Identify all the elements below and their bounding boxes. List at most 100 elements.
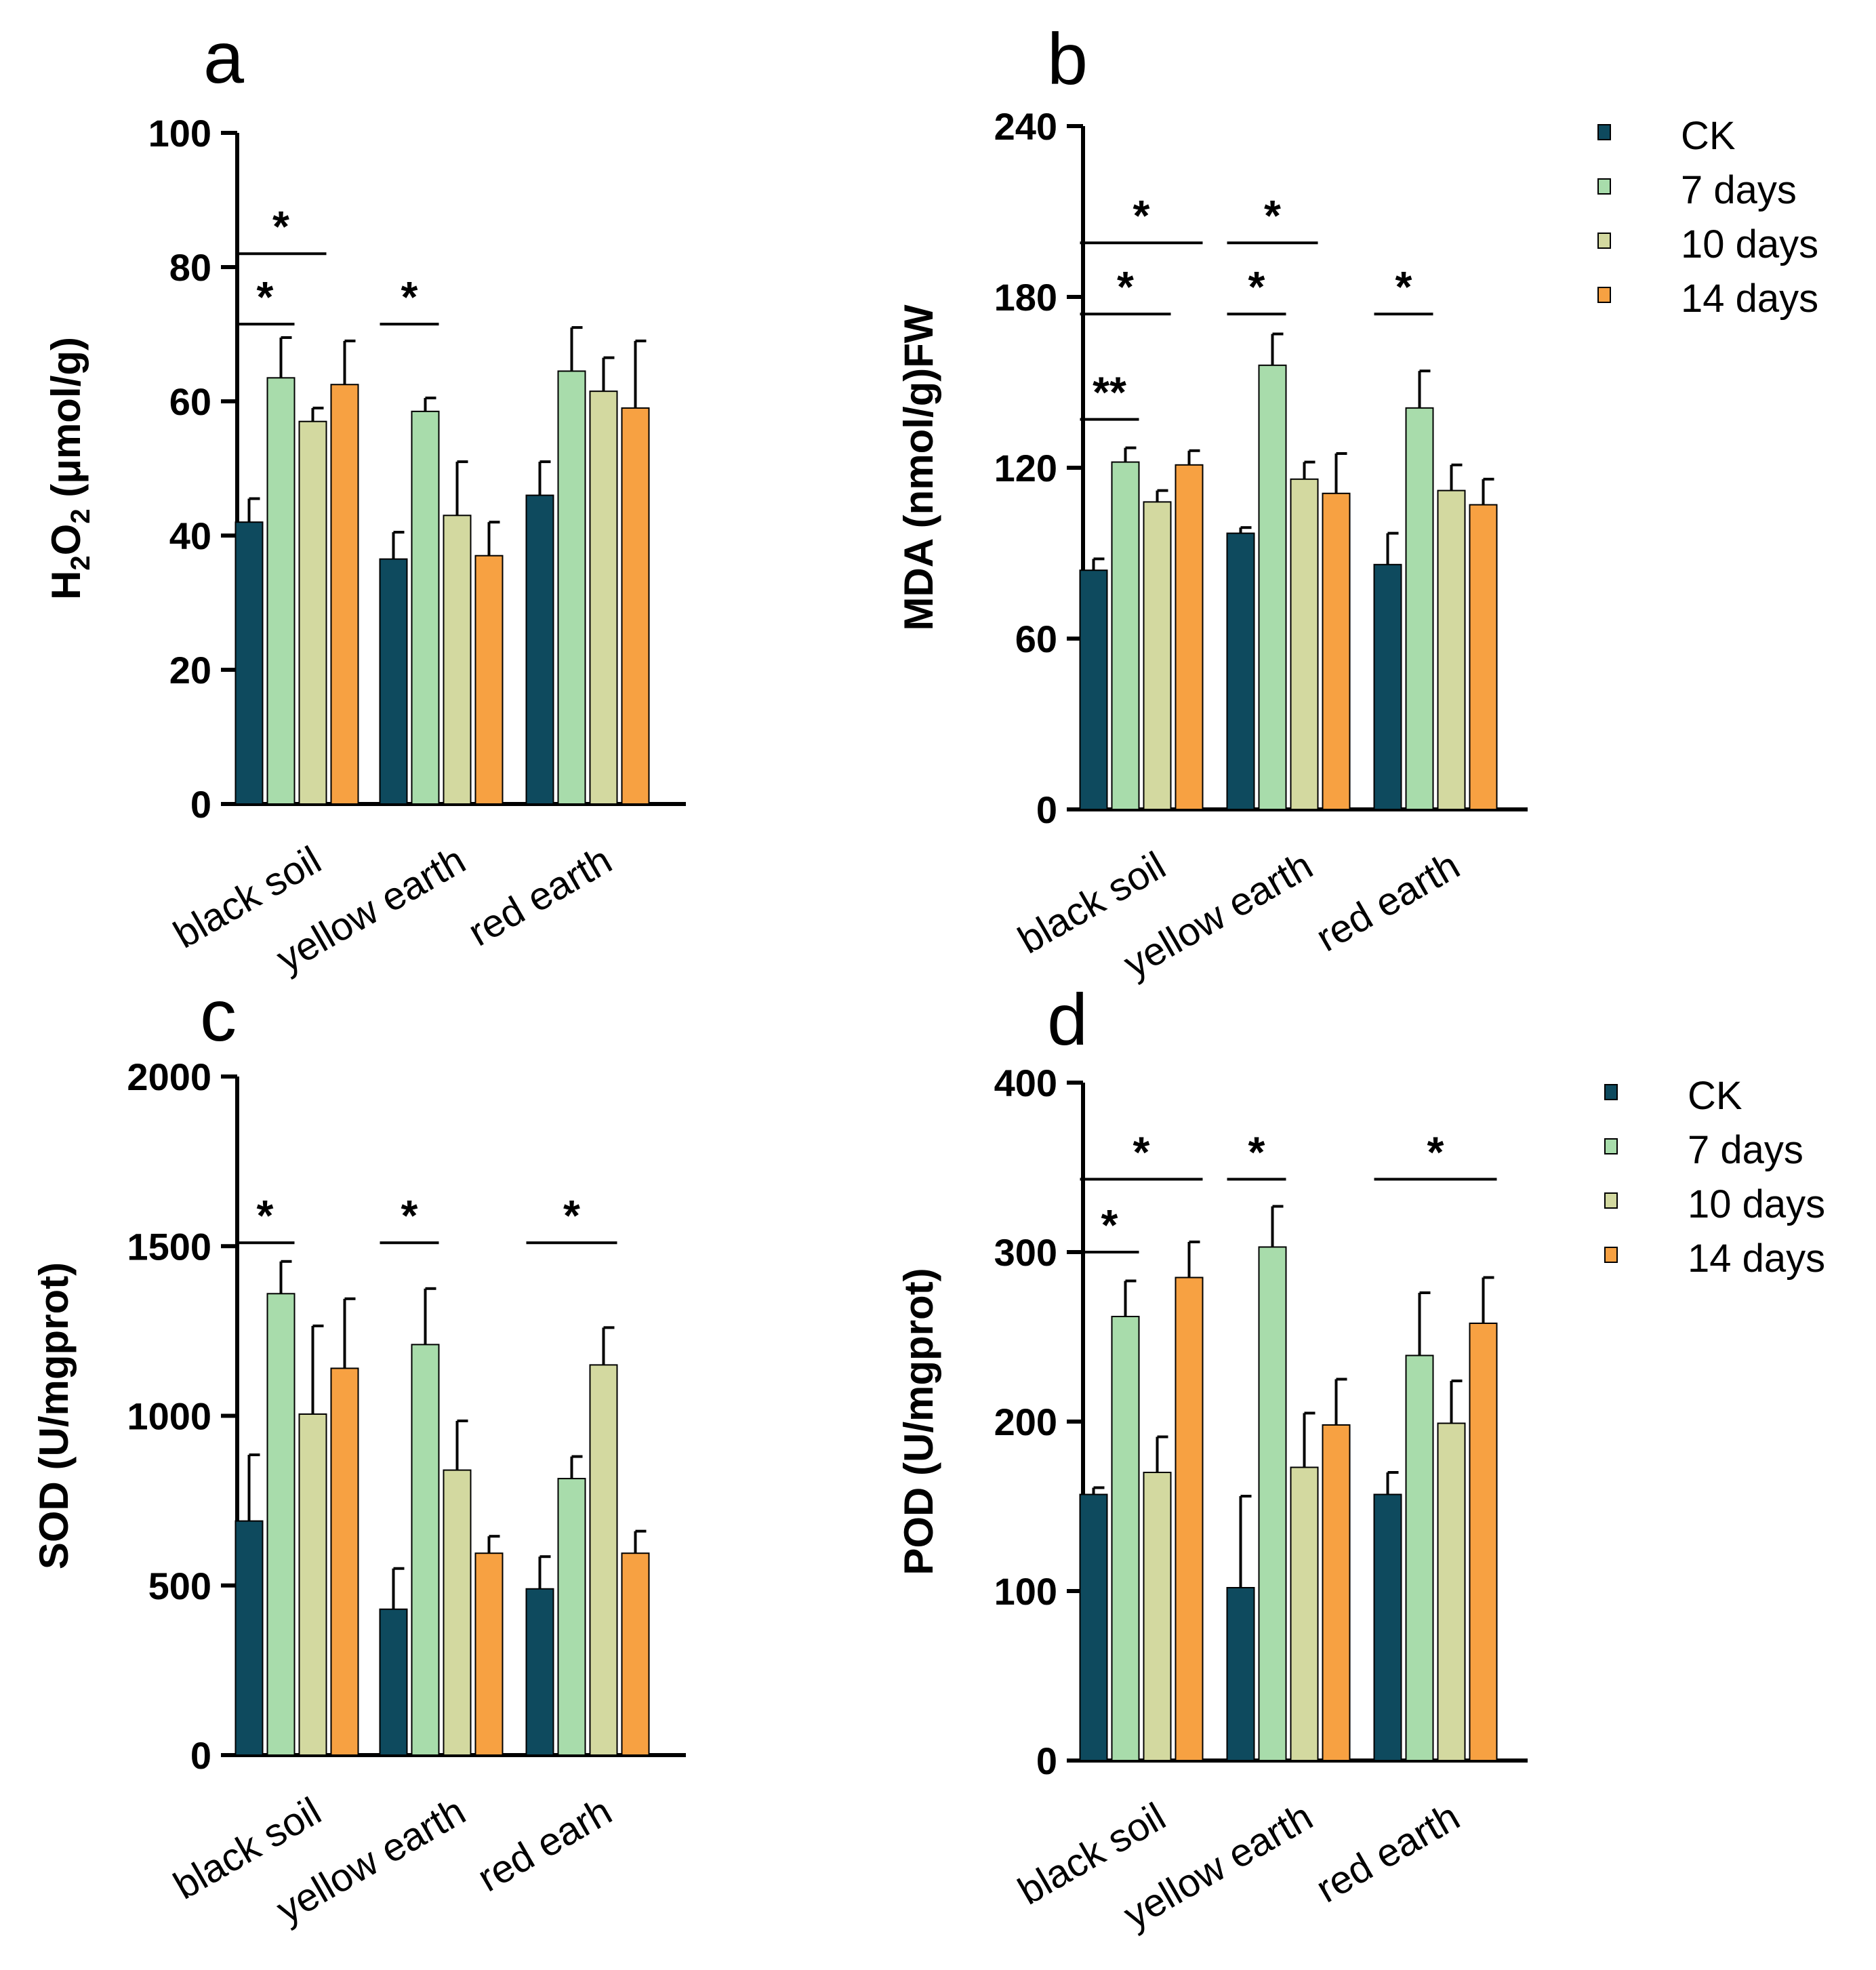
significance-marker: * <box>1133 1128 1150 1177</box>
x-tick-label: red earth <box>1309 1794 1467 1911</box>
bar <box>1373 563 1402 810</box>
legend-label: 7 days <box>1681 168 1797 212</box>
significance-marker: ** <box>1093 368 1126 417</box>
bar <box>379 558 408 805</box>
bar <box>1290 478 1319 810</box>
y-tick-label: 240 <box>994 105 1057 148</box>
bar <box>1079 1493 1108 1761</box>
y-tick-label: 100 <box>994 1570 1057 1613</box>
y-axis-label: MDA (nmol/g)FW <box>896 304 941 630</box>
legend-swatch <box>1597 287 1611 303</box>
bar <box>234 521 264 805</box>
y-tick-label: 60 <box>169 380 211 423</box>
significance-marker: * <box>1427 1128 1444 1177</box>
y-tick-label: 2000 <box>127 1056 211 1098</box>
significance-marker: * <box>272 202 289 251</box>
y-axis-label: SOD (U/mgprot) <box>31 1262 77 1569</box>
bar <box>411 410 440 805</box>
bar <box>298 420 327 805</box>
legend-label: 7 days <box>1688 1128 1803 1172</box>
bar <box>621 407 650 805</box>
legend-label: 10 days <box>1688 1182 1825 1226</box>
significance-marker: * <box>401 1191 418 1240</box>
bar <box>1322 492 1351 810</box>
y-tick-label: 0 <box>190 1734 211 1777</box>
legend-label: 14 days <box>1688 1237 1825 1281</box>
panel-label: b <box>1047 18 1088 100</box>
bar <box>1175 464 1204 810</box>
significance-marker: * <box>401 273 418 321</box>
legend-swatch <box>1604 1138 1618 1154</box>
significance-marker: * <box>1264 191 1281 240</box>
x-tick-label: red earh <box>470 1789 619 1900</box>
legend-swatch <box>1597 233 1611 249</box>
significance-marker: * <box>1395 262 1412 311</box>
y-tick-label: 0 <box>190 783 211 826</box>
legend-label: 14 days <box>1681 277 1818 321</box>
bar <box>525 1588 554 1756</box>
bar <box>411 1344 440 1756</box>
bar <box>1226 532 1255 810</box>
significance-marker: * <box>1117 262 1134 311</box>
significance-marker: * <box>1248 262 1265 311</box>
bar <box>1469 504 1498 810</box>
y-axis-label: H2O2 (μmol/g) <box>43 337 96 600</box>
panel-label: d <box>1047 978 1088 1060</box>
legend-label: CK <box>1681 114 1736 158</box>
bar <box>1226 1587 1255 1761</box>
y-axis-label-part: H <box>43 571 89 600</box>
y-tick-label: 20 <box>169 649 211 691</box>
y-tick-label: 1000 <box>127 1395 211 1438</box>
bar <box>1111 461 1140 810</box>
y-axis-label-part: (μmol/g) <box>43 337 89 508</box>
bar <box>1079 569 1108 810</box>
y-tick-label: 40 <box>169 515 211 557</box>
bar <box>1290 1466 1319 1761</box>
bar <box>298 1413 327 1756</box>
bar <box>589 390 618 805</box>
y-axis-label-part: 2 <box>66 508 96 523</box>
bar <box>1258 364 1287 810</box>
bar <box>1111 1316 1140 1761</box>
bar <box>1143 1472 1172 1761</box>
bar <box>589 1364 618 1756</box>
x-tick-label: red earth <box>461 838 619 954</box>
y-tick-label: 400 <box>994 1062 1057 1104</box>
legend-swatch <box>1604 1247 1618 1263</box>
bar <box>557 370 586 805</box>
bar <box>1373 1493 1402 1761</box>
bar <box>1405 1354 1434 1761</box>
bar <box>474 555 504 805</box>
bar <box>621 1552 650 1756</box>
y-tick-label: 0 <box>1036 1740 1057 1782</box>
significance-marker: * <box>1248 1128 1265 1177</box>
bar <box>1143 501 1172 811</box>
bar <box>234 1520 264 1756</box>
y-tick-label: 300 <box>994 1231 1057 1274</box>
significance-marker: * <box>563 1191 580 1240</box>
y-tick-label: 1500 <box>127 1225 211 1268</box>
bar <box>266 1293 295 1756</box>
y-axis-label-part: 2 <box>66 555 96 570</box>
bar <box>1258 1246 1287 1761</box>
legend-swatch <box>1604 1192 1618 1209</box>
bar <box>330 384 359 805</box>
legend-label: 10 days <box>1681 222 1818 266</box>
y-tick-label: 200 <box>994 1401 1057 1443</box>
legend-bottom: CK 7 days 10 days 14 days <box>1604 1074 1825 1281</box>
bar <box>474 1552 504 1756</box>
bar <box>1405 407 1434 810</box>
legend-swatch <box>1597 124 1611 140</box>
legend-swatch <box>1604 1084 1618 1100</box>
bar <box>525 494 554 805</box>
bar <box>443 1469 472 1756</box>
significance-marker: * <box>257 273 274 321</box>
y-axis-label: POD (U/mgprot) <box>896 1268 941 1575</box>
bar <box>379 1608 408 1756</box>
bar <box>1469 1323 1498 1761</box>
y-tick-label: 120 <box>994 447 1057 489</box>
panel-label: c <box>200 974 237 1056</box>
